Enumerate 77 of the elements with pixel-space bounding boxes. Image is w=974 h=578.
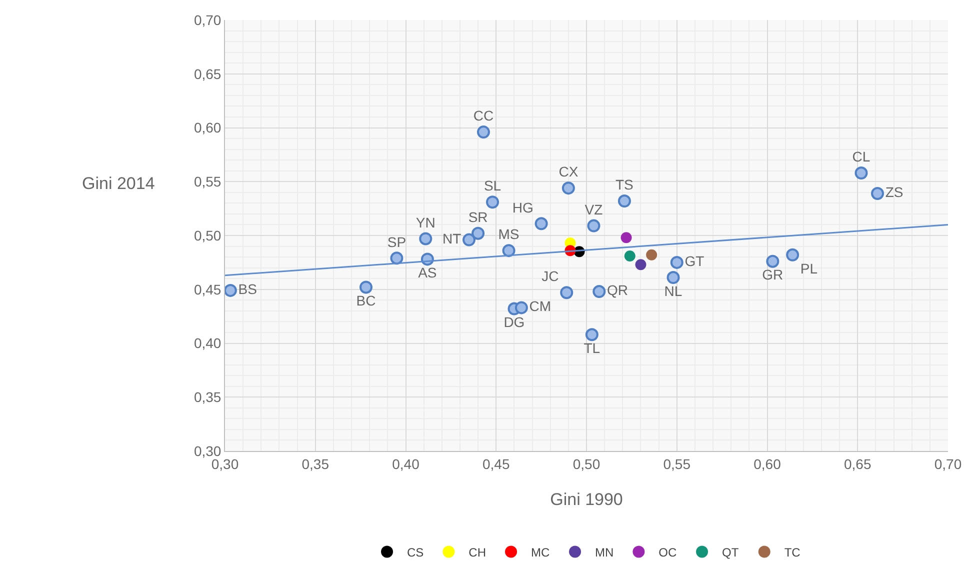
point bbox=[562, 182, 575, 195]
legend-label: TC bbox=[784, 545, 801, 560]
point bbox=[585, 328, 598, 342]
data-label: ZS bbox=[885, 184, 904, 200]
point bbox=[670, 256, 684, 269]
data-label: NT bbox=[442, 230, 462, 246]
point bbox=[624, 250, 636, 262]
point bbox=[359, 280, 372, 294]
data-label: CC bbox=[473, 108, 494, 124]
point bbox=[534, 217, 548, 230]
point bbox=[224, 284, 237, 297]
data-label: BC bbox=[356, 292, 376, 309]
x-tick-label: 0,70 bbox=[934, 456, 962, 472]
point bbox=[514, 301, 528, 314]
x-tick-label: 0,60 bbox=[754, 456, 782, 472]
legend-label: QT bbox=[722, 545, 740, 560]
x-tick-label: 0,65 bbox=[844, 456, 872, 472]
point bbox=[635, 259, 646, 270]
point bbox=[390, 252, 404, 265]
point bbox=[786, 248, 800, 262]
data-label: SP bbox=[387, 234, 406, 250]
y-axis-title: Gini 2014 bbox=[82, 174, 155, 193]
x-tick-label: 0,50 bbox=[572, 456, 600, 472]
data-label: SL bbox=[484, 178, 502, 194]
y-tick-label: 0,65 bbox=[194, 66, 222, 82]
y-tick-label: 0,40 bbox=[194, 335, 222, 352]
data-label: PL bbox=[800, 260, 818, 276]
point bbox=[587, 219, 600, 232]
data-label: QR bbox=[607, 282, 628, 298]
x-tick-label: 0,35 bbox=[302, 456, 330, 472]
point bbox=[486, 196, 500, 209]
y-tick-label: 0,60 bbox=[194, 120, 222, 136]
data-label: CX bbox=[558, 164, 579, 180]
data-label: TL bbox=[584, 340, 600, 356]
y-tick-label: 0,45 bbox=[194, 281, 222, 298]
data-label: JC bbox=[542, 268, 559, 284]
data-label: GR bbox=[762, 266, 784, 283]
point bbox=[620, 232, 632, 244]
data-label: SR bbox=[468, 208, 488, 225]
data-label: CM bbox=[529, 298, 552, 314]
point bbox=[766, 254, 780, 268]
legend-label: MN bbox=[595, 545, 614, 560]
data-label: GT bbox=[684, 252, 705, 269]
point bbox=[854, 166, 868, 180]
x-tick-label: 0,40 bbox=[392, 456, 420, 472]
data-label: NL bbox=[664, 282, 682, 299]
x-tick-label: 0,55 bbox=[663, 456, 691, 472]
data-label: DG bbox=[504, 314, 525, 330]
point bbox=[472, 226, 485, 240]
x-tick-label: 0,45 bbox=[482, 456, 510, 472]
y-tick-label: 0,50 bbox=[194, 227, 222, 244]
data-label: MS bbox=[498, 226, 520, 242]
data-label: BS bbox=[238, 280, 257, 297]
legend-label: MC bbox=[531, 545, 550, 560]
data-label: HG bbox=[512, 199, 534, 216]
data-label: TS bbox=[616, 176, 634, 193]
point bbox=[502, 244, 516, 258]
legend-label: CH bbox=[468, 545, 486, 560]
point bbox=[646, 249, 658, 260]
legend-label: CS bbox=[407, 545, 424, 560]
data-label: YN bbox=[416, 214, 436, 230]
data-label: VZ bbox=[584, 201, 604, 218]
point bbox=[476, 126, 490, 139]
legend-label: OC bbox=[658, 545, 678, 560]
data-label: CL bbox=[852, 148, 870, 165]
x-axis-title: Gini 1990 bbox=[550, 490, 623, 510]
y-tick-label: 0,35 bbox=[194, 389, 222, 406]
point bbox=[666, 271, 680, 284]
point bbox=[618, 194, 631, 208]
y-tick-label: 0,55 bbox=[194, 174, 222, 190]
point bbox=[592, 285, 606, 298]
y-tick-label: 0,70 bbox=[194, 12, 222, 28]
point bbox=[419, 232, 432, 246]
data-label: AS bbox=[418, 264, 437, 281]
point bbox=[871, 186, 884, 200]
point bbox=[560, 286, 574, 300]
point bbox=[462, 233, 476, 246]
